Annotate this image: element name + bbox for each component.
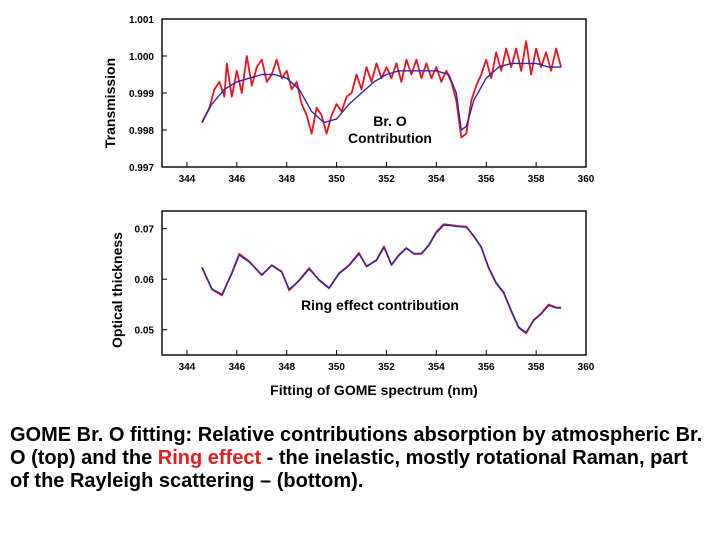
x-tick-label-top-352: 352 xyxy=(378,174,395,185)
x-axis-label: Fitting of GOME spectrum (nm) xyxy=(270,382,478,398)
x-tick-label-bottom-346: 346 xyxy=(228,362,245,373)
fit-series-line-top xyxy=(201,62,562,131)
x-tick-label-top-348: 348 xyxy=(278,174,295,185)
y-tick-label-top-1.001: 1.001 xyxy=(129,15,154,26)
y-tick-label-bottom-0.05: 0.05 xyxy=(135,326,155,337)
y-tick-label-top-0.998: 0.998 xyxy=(129,126,154,137)
x-tick-label-top-344: 344 xyxy=(179,174,196,185)
x-tick-label-bottom-356: 356 xyxy=(478,362,495,373)
gome-bro-figure: Transmission Br. O Contribution 344 346 34… xyxy=(102,15,595,398)
x-tick-label-bottom-354: 354 xyxy=(428,362,445,373)
x-tick-label-bottom-350: 350 xyxy=(328,362,345,373)
y-axis-label-bottom: Optical thickness xyxy=(109,232,125,348)
plot-frame-bottom xyxy=(161,210,587,356)
caption-text-end: - the inelastic, mostly rotational Raman… xyxy=(10,447,688,492)
x-tick-label-bottom-344: 344 xyxy=(179,362,196,373)
bro-transmission-panel: Transmission Br. O Contribution 344 346 34… xyxy=(102,15,595,185)
annotation-bro-line1: Br. O xyxy=(373,113,407,129)
x-tick-label-bottom-352: 352 xyxy=(378,362,395,373)
x-tick-label-top-356: 356 xyxy=(478,174,495,185)
caption-text-start: GOME Br. O fitting: Relative contributio… xyxy=(10,424,703,469)
x-tick-label-top-358: 358 xyxy=(528,174,545,185)
x-tick-label-top-354: 354 xyxy=(428,174,445,185)
y-tick-label-top-0.999: 0.999 xyxy=(129,89,154,100)
annotation-bro-line2: Contribution xyxy=(348,130,432,146)
annotation-ring-effect: Ring effect contribution xyxy=(301,297,459,313)
y-tick-label-top-1.000: 1.000 xyxy=(129,52,154,63)
x-tick-label-bottom-358: 358 xyxy=(528,362,545,373)
y-tick-label-bottom-0.06: 0.06 xyxy=(135,275,155,286)
x-tick-label-top-350: 350 xyxy=(328,174,345,185)
x-tick-label-bottom-360: 360 xyxy=(578,362,595,373)
y-axis-label-top: Transmission xyxy=(102,58,118,148)
x-tick-label-bottom-348: 348 xyxy=(278,362,295,373)
ring-effect-panel: Optical thickness Ring effect contributi… xyxy=(109,210,595,398)
fit-series-line-bottom xyxy=(201,224,562,333)
y-tick-label-bottom-0.07: 0.07 xyxy=(135,225,155,236)
measured-series-line-bottom xyxy=(201,223,562,335)
figure-caption: GOME Br. O fitting: Relative contributio… xyxy=(10,424,710,493)
x-tick-label-top-360: 360 xyxy=(578,174,595,185)
x-tick-label-top-346: 346 xyxy=(228,174,245,185)
caption-ring-effect-highlight: Ring effect xyxy=(157,447,262,469)
y-tick-label-top-0.997: 0.997 xyxy=(129,163,154,174)
